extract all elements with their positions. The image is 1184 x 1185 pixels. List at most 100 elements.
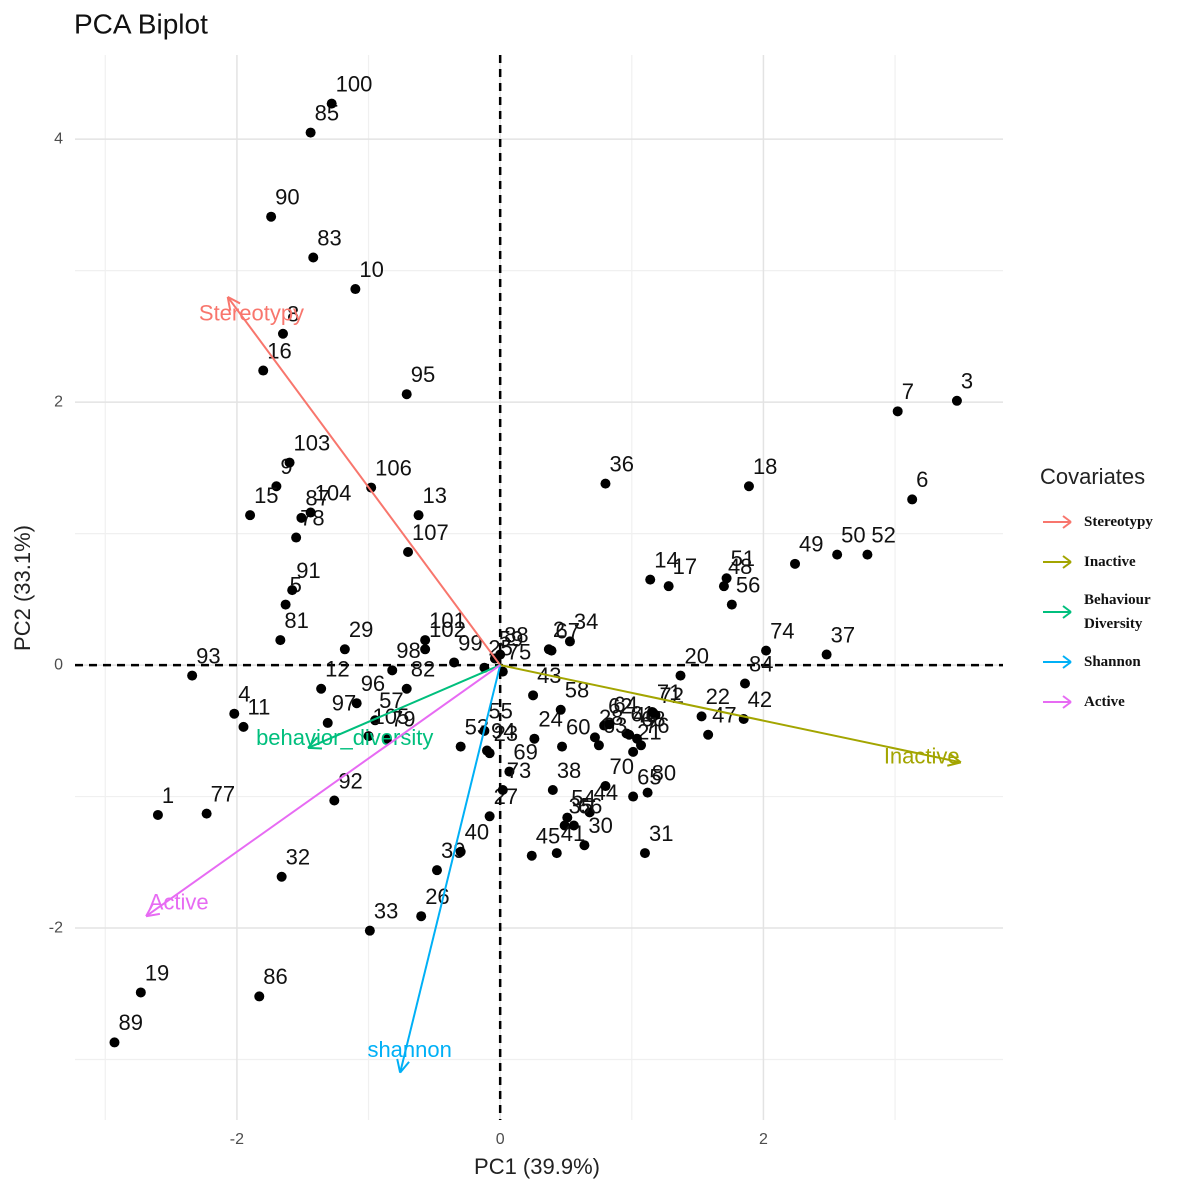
arrow-label: shannon — [367, 1037, 451, 1062]
point-label: 13 — [423, 483, 447, 508]
point-label: 74 — [770, 618, 794, 643]
point — [559, 820, 570, 831]
point — [109, 1037, 120, 1048]
arrow-head — [145, 903, 154, 917]
arrow-label: Active — [149, 889, 209, 914]
grid — [75, 55, 1003, 1120]
point — [322, 717, 333, 728]
point — [280, 599, 291, 610]
legend-key-head — [1062, 515, 1072, 523]
arrow-shaft — [226, 296, 501, 666]
point — [821, 649, 832, 660]
point — [675, 670, 686, 681]
point — [284, 457, 295, 468]
point-label: 54 — [571, 785, 595, 810]
point-label: 88 — [504, 622, 528, 647]
point-label: 51 — [731, 546, 755, 571]
point-label: 90 — [275, 185, 299, 210]
y-tick-label: 0 — [54, 656, 63, 673]
point-label: 103 — [294, 430, 331, 455]
point-label: 55 — [488, 699, 512, 724]
arrow-label: behavior_diversity — [256, 725, 433, 750]
point — [381, 733, 392, 744]
point — [308, 252, 319, 263]
point-label: 65 — [637, 764, 661, 789]
point — [528, 690, 539, 701]
point — [245, 510, 256, 521]
point-label: 4 — [238, 682, 250, 707]
arrow-shaft — [307, 664, 501, 749]
point — [663, 581, 674, 592]
point-label: 38 — [557, 758, 581, 783]
point — [339, 644, 350, 655]
point — [431, 865, 442, 876]
point — [604, 719, 615, 730]
point — [642, 787, 653, 798]
point — [718, 581, 729, 592]
point-label: 48 — [728, 554, 752, 579]
arrow-shaft — [399, 664, 502, 1073]
point-label: 75 — [507, 639, 531, 664]
point — [135, 987, 146, 998]
point — [403, 547, 414, 557]
point — [482, 745, 493, 756]
point — [305, 507, 316, 518]
chart-title: PCA Biplot — [74, 8, 208, 39]
point-label: 104 — [315, 480, 352, 505]
point — [761, 645, 772, 656]
point-label: 2 — [553, 617, 565, 642]
point — [726, 599, 737, 610]
point-label: 96 — [361, 671, 385, 696]
legend-item: Shannon — [1040, 648, 1180, 676]
point-label: 23 — [494, 721, 518, 746]
point-label: 82 — [411, 657, 435, 682]
arrow-head — [396, 1058, 402, 1073]
point-label: 6 — [916, 467, 928, 492]
point — [636, 740, 647, 751]
loading-arrow: Stereotypy — [199, 296, 501, 666]
point — [721, 573, 732, 584]
point-label: 1 — [162, 783, 174, 808]
arrow-shaft — [499, 664, 962, 764]
point-label: 52 — [871, 522, 895, 547]
point-label: 69 — [513, 739, 537, 764]
legend-label: Inactive — [1084, 554, 1136, 570]
legend-key — [1043, 555, 1072, 569]
point — [696, 711, 707, 722]
point — [645, 574, 656, 585]
point — [420, 644, 431, 655]
point — [951, 395, 962, 406]
point-label: 83 — [317, 225, 341, 250]
point-label: 64 — [613, 692, 637, 717]
point — [187, 670, 198, 681]
legend-item: Stereotypy — [1040, 508, 1180, 536]
point — [526, 850, 537, 861]
point — [276, 871, 287, 882]
point-label: 10 — [359, 257, 383, 282]
point — [628, 746, 639, 757]
y-axis-title: PC2 (33.1%) — [10, 525, 35, 651]
point-label: 84 — [749, 651, 773, 676]
point — [401, 683, 412, 694]
point-label: 32 — [286, 845, 310, 870]
legend-item: Behaviour Diversity — [1040, 588, 1180, 636]
point-label: 14 — [654, 547, 678, 572]
point — [832, 549, 843, 560]
point — [229, 708, 240, 719]
point-label: 45 — [536, 824, 560, 849]
point-label: 106 — [375, 455, 412, 480]
point — [455, 741, 466, 752]
point-label: 42 — [748, 687, 772, 712]
legend-key — [1043, 695, 1072, 709]
point — [621, 728, 632, 739]
point-label: 62 — [608, 693, 632, 718]
arrow-head — [399, 1061, 410, 1074]
point — [201, 808, 212, 819]
point-label: 17 — [673, 554, 697, 579]
point — [568, 820, 579, 831]
point-label: 56 — [736, 572, 760, 597]
point — [557, 741, 568, 752]
point — [551, 848, 562, 859]
legend-key — [1043, 655, 1072, 669]
